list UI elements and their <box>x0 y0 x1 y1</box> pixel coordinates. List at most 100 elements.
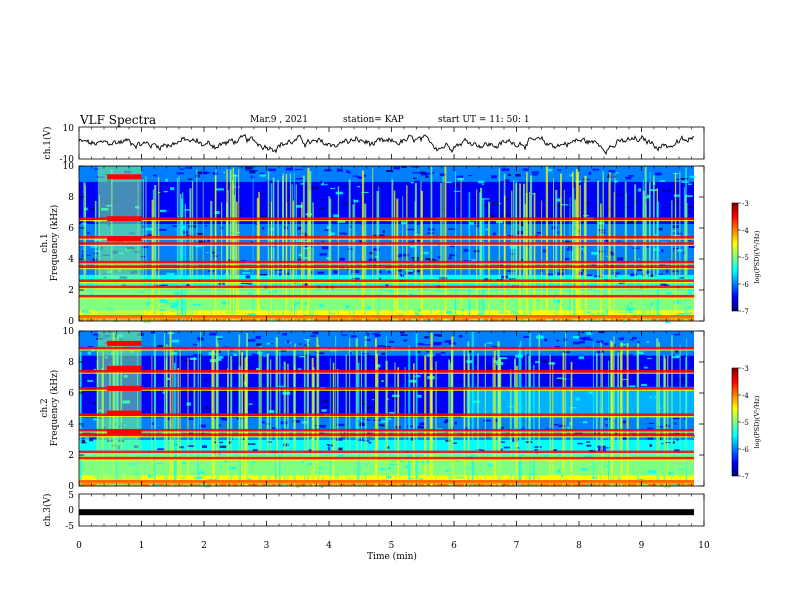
spec1-band <box>79 201 694 204</box>
spec1-noise <box>625 305 629 308</box>
spec2-noise <box>626 363 633 367</box>
ch1-ytick-top: 10 <box>63 124 75 134</box>
ch1-ylabel: ch.1(V) <box>42 127 53 160</box>
spec1-noise <box>680 178 688 180</box>
spec2-noise <box>452 375 459 378</box>
spec1-noise <box>331 312 336 315</box>
xtick-label: 4 <box>326 541 332 551</box>
spec2-noise <box>629 385 636 387</box>
p3-yticks-label: 6 <box>68 389 74 399</box>
spec2-spike <box>230 356 233 486</box>
spec1-noise <box>297 301 301 303</box>
spec2-line-edge <box>79 349 694 351</box>
spec1-noise <box>417 309 423 312</box>
spec2-noise <box>183 359 190 362</box>
spec1-band <box>79 194 694 198</box>
spec1-noise <box>493 293 500 296</box>
spec1-spike <box>391 179 394 321</box>
spec2-noise <box>487 342 493 344</box>
spec2-noise <box>377 345 386 348</box>
spec1-noise <box>413 180 420 183</box>
spec1-noise <box>548 168 553 172</box>
spec2-noise <box>459 455 464 458</box>
spec2-noise <box>82 359 86 363</box>
ch1-frequency-label: Frequency (kHz) <box>49 205 60 282</box>
spec1-noise <box>615 172 619 174</box>
spec1-noise <box>463 248 469 252</box>
spec1-noise <box>407 291 411 295</box>
spec2-noise <box>187 445 195 447</box>
spec1-spike <box>277 179 279 321</box>
spec1-spike <box>376 191 379 321</box>
spec2-noise <box>79 468 86 472</box>
spec1-noise <box>565 258 570 261</box>
spec1-noise <box>469 221 475 225</box>
spec2-spike <box>656 338 659 486</box>
spec2-noise <box>309 335 316 337</box>
spec2-noise <box>579 341 585 344</box>
spec2-noise <box>436 465 440 468</box>
spec1-noise <box>173 292 181 294</box>
spec2-spike <box>596 353 598 486</box>
spec1-noise <box>401 221 407 225</box>
spec1-spike <box>182 192 184 321</box>
spec2-noise <box>399 395 403 399</box>
spec1-band <box>79 298 694 302</box>
spec1-noise <box>304 257 308 260</box>
spec1-noise <box>651 299 659 301</box>
spec2-noise <box>629 339 634 341</box>
spec2-noise <box>278 385 285 387</box>
spec1-noise <box>155 268 159 271</box>
spec2-noise <box>385 417 392 420</box>
spec1-band <box>79 197 694 200</box>
spec1-noise <box>396 254 402 258</box>
spec1-noise <box>432 181 437 184</box>
spec1-noise <box>153 174 158 177</box>
spec2-noise <box>561 474 564 477</box>
spec1-noise <box>468 174 472 177</box>
spec1-noise <box>408 293 413 296</box>
spec2-noise <box>351 356 355 359</box>
spec2-spike <box>364 336 367 486</box>
spec2-noise <box>556 377 564 379</box>
spec1-noise <box>378 183 384 185</box>
spec1-spike <box>348 179 351 321</box>
spec2-noise <box>87 346 93 348</box>
spec1-noise <box>470 259 476 262</box>
spec1-noise <box>365 306 372 309</box>
spec2-noise <box>543 454 551 458</box>
spec1-band <box>79 199 694 202</box>
spec2-noise <box>644 366 648 369</box>
spec1-spike <box>402 196 404 321</box>
spec2-noise <box>80 425 85 427</box>
spec1-noise <box>473 250 478 253</box>
spec1-noise <box>259 174 267 177</box>
spec1-noise <box>181 225 186 229</box>
spec2-noise <box>604 465 609 467</box>
spec1-noise <box>214 211 220 214</box>
spec2-line <box>79 450 694 454</box>
spec2-noise <box>672 441 675 444</box>
p3-yticks-label: 8 <box>68 358 74 368</box>
spec1-noise <box>297 227 301 230</box>
spec2-noise <box>196 402 203 404</box>
cb1-label: log(PSD)(V²/Hz) <box>753 230 761 283</box>
spec2-noise <box>604 342 609 346</box>
spec2-noise <box>417 351 421 354</box>
spec1-spike <box>513 180 515 321</box>
spec1-band <box>79 225 694 229</box>
spec1-noise <box>445 181 452 183</box>
spec2-spike <box>394 362 396 486</box>
spec2-noise <box>400 334 408 336</box>
spec2-noise <box>296 485 300 488</box>
spec2-noise <box>381 424 385 427</box>
spec2-noise <box>157 463 163 464</box>
spec2-noise <box>327 447 331 451</box>
spec2-spike <box>345 354 347 486</box>
spec2-noise <box>563 351 570 354</box>
spec2-noise <box>359 442 362 445</box>
spec2-spike <box>266 355 268 486</box>
spec2-red-blob <box>107 340 142 346</box>
spec1-noise <box>193 221 199 224</box>
spec1-noise <box>454 183 459 187</box>
